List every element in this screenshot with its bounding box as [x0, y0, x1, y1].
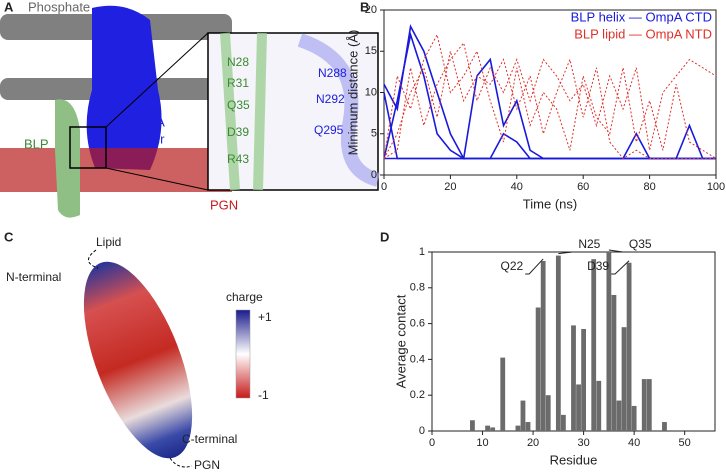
residue-label: N28	[227, 55, 249, 69]
bar	[535, 307, 541, 431]
y-tick-label: 0.2	[410, 389, 425, 401]
data-line	[383, 92, 716, 160]
residue-label: N288	[318, 66, 347, 80]
bar	[520, 400, 526, 431]
x-tick-label: 80	[643, 181, 655, 193]
y-tick-label: 5	[371, 128, 377, 140]
y-axis-label: Minimum distance (Å)	[345, 30, 360, 156]
y-tick-label: 0	[371, 169, 377, 181]
y-axis-label: Average contact	[393, 294, 408, 388]
bar	[490, 427, 496, 431]
x-axis-label: Time (ns)	[523, 196, 577, 211]
y-tick-label: 0.6	[410, 318, 425, 330]
panel-a-art	[0, 5, 381, 218]
residue-label: N292	[316, 92, 345, 106]
colorbar-title: charge	[226, 290, 263, 304]
label: PGN	[210, 197, 238, 212]
annotation-leader	[525, 258, 544, 275]
label: BLP	[24, 136, 49, 151]
x-axis-label: Residue	[550, 452, 598, 467]
colorbar-label: +1	[258, 310, 272, 324]
bar	[485, 425, 490, 431]
label: N-terminal	[6, 270, 61, 284]
y-tick-label: 0	[419, 425, 425, 437]
data-line	[383, 24, 716, 160]
data-line	[383, 51, 716, 160]
label: Phosphate	[28, 0, 90, 14]
x-tick-label: 60	[577, 181, 589, 193]
bar	[500, 357, 506, 431]
y-tick-label: 0.4	[410, 353, 425, 365]
bar	[545, 395, 551, 431]
bar	[470, 420, 475, 431]
data-line	[383, 31, 716, 160]
y-tick-label: 10	[365, 86, 377, 98]
label: dimer	[132, 131, 165, 146]
x-tick-label: 20	[444, 181, 456, 193]
x-tick-label: 40	[511, 181, 523, 193]
x-tick-label: 0	[429, 437, 435, 449]
y-tick-label: 15	[365, 45, 377, 57]
x-tick-label: 100	[707, 181, 725, 193]
panel-c-art	[83, 249, 251, 468]
annotation: D39	[587, 259, 609, 273]
data-line	[384, 123, 716, 160]
bar	[555, 255, 561, 431]
bar	[560, 414, 566, 431]
panel-label: D	[380, 229, 389, 244]
legend-entry: BLP helix — OmpA CTD	[571, 9, 712, 24]
bar	[611, 294, 617, 431]
x-tick-label: 40	[628, 437, 640, 449]
residue-label: Q295	[314, 123, 344, 137]
bar	[662, 422, 667, 431]
panel-label: A	[4, 0, 14, 14]
bar	[525, 422, 531, 431]
bar	[621, 327, 627, 431]
bar	[515, 425, 521, 431]
annotation: N25	[578, 237, 600, 251]
y-tick-label: 0.8	[410, 282, 425, 294]
x-tick-label: 0	[381, 181, 387, 193]
bar	[576, 384, 581, 431]
data-line	[383, 33, 717, 159]
data-line	[383, 41, 717, 159]
annotation-leader	[608, 249, 627, 253]
bar	[606, 252, 612, 431]
bar	[540, 260, 546, 431]
annotation-leader	[558, 251, 577, 255]
residue-label: R31	[227, 76, 249, 90]
bar	[626, 262, 632, 431]
x-tick-label: 50	[679, 437, 691, 449]
bar	[646, 379, 652, 431]
y-tick-label: 1	[419, 246, 425, 258]
bar	[581, 328, 587, 431]
residue-label: D39	[227, 125, 249, 139]
bar	[616, 400, 622, 431]
residue-label: Q35	[227, 98, 250, 112]
colorbar-label: -1	[258, 388, 269, 402]
annotation: Q35	[629, 237, 652, 251]
x-tick-label: 30	[577, 437, 589, 449]
bar	[571, 325, 576, 431]
panel-label: C	[4, 229, 14, 244]
label: Lipid	[96, 235, 121, 249]
bar	[631, 405, 637, 431]
label: PGN	[194, 458, 220, 472]
bar	[641, 379, 647, 431]
y-tick-label: 20	[365, 4, 377, 16]
residue-label: R43	[227, 152, 249, 166]
panel-label: B	[360, 0, 369, 14]
label: C-terminal	[182, 432, 237, 446]
label: OmpA	[128, 114, 165, 129]
x-tick-label: 10	[476, 437, 488, 449]
annotation-leader	[611, 260, 630, 275]
bar	[596, 380, 602, 431]
bar	[591, 259, 597, 431]
legend-entry: BLP lipid — OmpA NTD	[574, 26, 712, 41]
annotation: Q22	[500, 259, 523, 273]
x-tick-label: 20	[527, 437, 539, 449]
